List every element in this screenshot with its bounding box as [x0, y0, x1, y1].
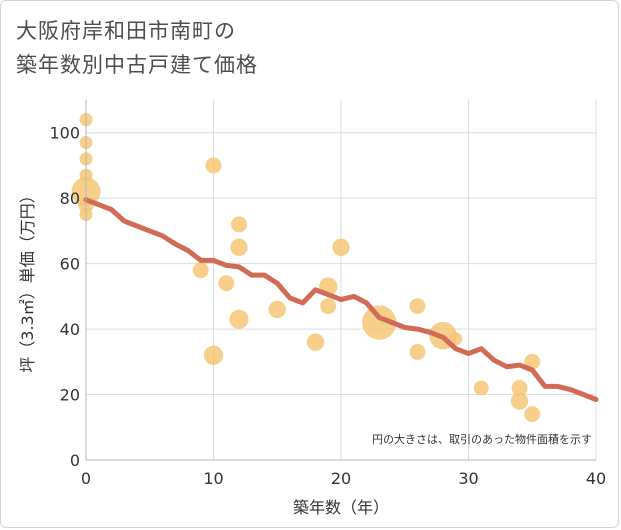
bubble-point: [409, 344, 426, 360]
bubble-point: [332, 238, 350, 256]
x-tick-label: 40: [586, 469, 606, 488]
x-tick-label: 30: [458, 469, 478, 488]
x-tick-label: 20: [331, 469, 351, 488]
bubble-point: [320, 298, 337, 315]
y-tick-label: 60: [60, 255, 80, 274]
bubble-size-note: 円の大きさは、取引のあった物件面積を示す: [372, 432, 592, 446]
bubble-point: [449, 332, 463, 346]
x-tick-label: 10: [203, 469, 223, 488]
y-tick-label: 0: [70, 451, 80, 470]
chart-title-line-1: 大阪府岸和田市南町の: [16, 19, 236, 43]
bubble-point: [473, 380, 489, 396]
x-tick-label: 0: [81, 469, 91, 488]
bubble-point: [511, 380, 528, 396]
bubble-point: [362, 305, 397, 340]
bubble-point: [524, 406, 541, 423]
bubble-point: [231, 216, 247, 233]
bubble-point: [218, 275, 235, 292]
y-tick-label: 20: [60, 386, 80, 405]
bubble-point: [409, 298, 426, 315]
y-tick-label: 40: [60, 320, 80, 339]
y-tick-label: 100: [49, 124, 80, 143]
chart-title-line-2: 築年数別中古戸建て価格: [16, 53, 258, 77]
bubble-point: [203, 345, 224, 365]
axes: 0 10 20 30 40 0 20 40 60 80 100: [49, 100, 606, 488]
bubble-point: [268, 300, 286, 319]
bubble-point: [205, 157, 222, 174]
bubble-point: [230, 238, 248, 256]
trend-series: [83, 197, 599, 402]
trend-line: [83, 197, 599, 402]
y-tick-label: 80: [60, 189, 80, 208]
bubble-point: [192, 262, 209, 279]
bubble-point: [510, 392, 529, 410]
x-axis-label: 築年数（年）: [293, 498, 389, 517]
bubble-point: [306, 333, 325, 351]
bubble-point: [229, 309, 249, 329]
chart-title: 大阪府岸和田市南町の 築年数別中古戸建て価格: [16, 14, 258, 82]
bubble-series: [71, 113, 541, 423]
y-axis-label: 坪（3.3㎡）単価（万円）: [18, 187, 37, 372]
